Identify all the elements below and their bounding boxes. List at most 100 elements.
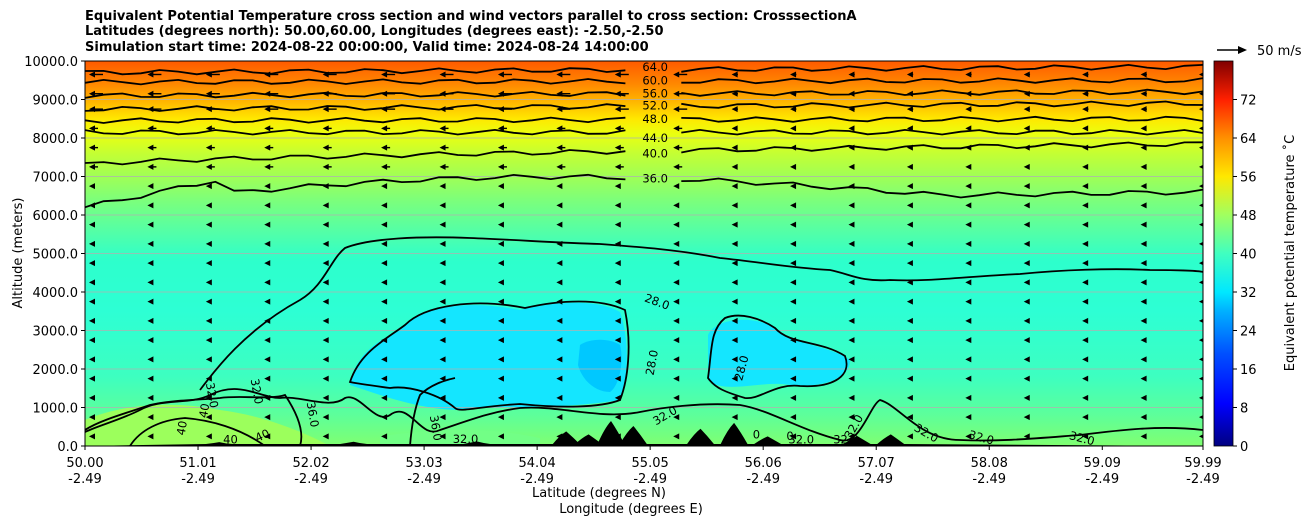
wind-vector-head	[614, 71, 621, 78]
x-tick-label-lon: -2.49	[1186, 472, 1220, 487]
wind-vector-head	[89, 221, 95, 228]
x-axis-ticks: 50.00-2.4951.01-2.4952.02-2.4953.03-2.49…	[66, 446, 1222, 487]
wind-vector-head	[1082, 317, 1089, 324]
x-tick-label-lon: -2.49	[972, 472, 1006, 487]
wind-vector-head	[1199, 91, 1203, 96]
wind-vector-head	[381, 356, 388, 363]
wind-vector-head	[264, 106, 271, 113]
wind-vector-head	[1140, 260, 1147, 267]
wind-vector-head	[906, 240, 913, 247]
wind-vector-head	[1023, 317, 1030, 324]
wind-vector-head	[906, 317, 913, 324]
wind-vector-head	[322, 163, 329, 170]
wind-vector-head	[731, 71, 738, 78]
contour-44	[85, 128, 1203, 136]
wind-vector-head	[731, 183, 738, 190]
x-tick-label-lat: 58.08	[971, 456, 1008, 471]
wind-vector-head	[322, 106, 329, 113]
x-tick-label-lat: 52.02	[292, 456, 329, 471]
wind-vector-head	[205, 125, 212, 132]
wind-vector-head	[322, 240, 329, 247]
wind-vector-head	[439, 414, 446, 421]
wind-vector-head	[1082, 375, 1089, 382]
colorbar-tick-label: 64	[1240, 132, 1257, 147]
wind-vector-head	[205, 163, 212, 170]
wind-vector-head	[556, 221, 563, 228]
x-tick-label-lon: -2.49	[520, 472, 554, 487]
colorbar-tick-label: 24	[1240, 325, 1257, 340]
x-tick-label-lon: -2.49	[68, 472, 102, 487]
wind-vector-head	[205, 240, 212, 247]
wind-vector-head	[906, 106, 913, 113]
wind-vector-head	[673, 375, 680, 382]
wind-vector-head	[848, 71, 855, 78]
wind-vector-head	[673, 279, 680, 286]
wind-vector-head	[673, 317, 680, 324]
wind-vector-head	[1023, 202, 1030, 209]
contour-36	[85, 173, 1203, 209]
wind-vector-head	[1023, 260, 1030, 267]
wind-vector-head	[205, 183, 212, 190]
wind-vector-head	[205, 202, 212, 209]
wind-vector-head	[790, 240, 797, 247]
wind-vector-head	[848, 221, 855, 228]
wind-vector-head	[731, 260, 738, 267]
wind-vector-head	[790, 375, 797, 382]
x-tick-label-lon: -2.49	[407, 472, 441, 487]
wind-vector-head	[731, 106, 738, 113]
wind-vector-head	[89, 414, 95, 421]
wind-vector-head	[556, 356, 563, 363]
contour-label: 0	[753, 427, 760, 441]
wind-vector-head	[906, 356, 913, 363]
wind-vector-head	[965, 71, 972, 78]
wind-vector-head	[790, 356, 797, 363]
wind-vector-head	[1140, 144, 1147, 151]
y-tick-label: 8000.0	[33, 132, 79, 147]
wind-vector-head	[1023, 394, 1030, 401]
wind-vector-head	[673, 202, 680, 209]
wind-vector-head	[906, 414, 913, 421]
colorbar-tick-label: 40	[1240, 248, 1257, 263]
wind-vector-head	[848, 202, 855, 209]
wind-vector-head	[264, 144, 271, 151]
wind-vector-head	[731, 202, 738, 209]
wind-vector-head	[614, 144, 621, 151]
wind-vector-head	[1082, 394, 1089, 401]
wind-vector-head	[906, 298, 913, 305]
wind-vector-head	[497, 144, 504, 151]
wind-vector-head	[264, 260, 271, 267]
cold-pool-core	[578, 339, 622, 392]
wind-vector-head	[1140, 433, 1147, 440]
colorbar-ramp	[1213, 60, 1234, 447]
wind-vector-head	[906, 183, 913, 190]
wind-vector-head	[614, 260, 621, 267]
wind-vector-head	[381, 202, 388, 209]
wind-vector-head	[1140, 90, 1147, 97]
contour-36-lower	[85, 377, 456, 446]
x-tick-label-lat: 56.06	[745, 456, 782, 471]
wind-vector-head	[1082, 221, 1089, 228]
wind-vector-head	[614, 375, 621, 382]
wind-vector-head	[906, 394, 913, 401]
contour-label: 32.0	[1068, 428, 1096, 448]
wind-vector-head	[673, 260, 680, 267]
wind-vector-head	[497, 71, 504, 78]
wind-vector-head	[497, 125, 504, 132]
y-tick-label: 0.0	[57, 440, 78, 455]
wind-vector-head	[906, 375, 913, 382]
wind-vector-head	[965, 433, 972, 440]
x-tick-label-lat: 59.09	[1084, 456, 1121, 471]
x-tick-label-lat: 54.04	[519, 456, 556, 471]
wind-vector-head	[848, 240, 855, 247]
wind-vector-head	[673, 414, 680, 421]
wind-vector-head	[1199, 107, 1203, 112]
wind-vector-head	[381, 240, 388, 247]
wind-vector-head	[1199, 376, 1203, 381]
plot-area	[85, 61, 1203, 446]
wind-vector-head	[322, 414, 329, 421]
grid-lines	[85, 99, 1203, 408]
wind-vector-head	[1199, 280, 1203, 285]
contour-label: 40	[253, 426, 272, 445]
wind-vector-head	[381, 183, 388, 190]
wind-vector-head	[381, 260, 388, 267]
